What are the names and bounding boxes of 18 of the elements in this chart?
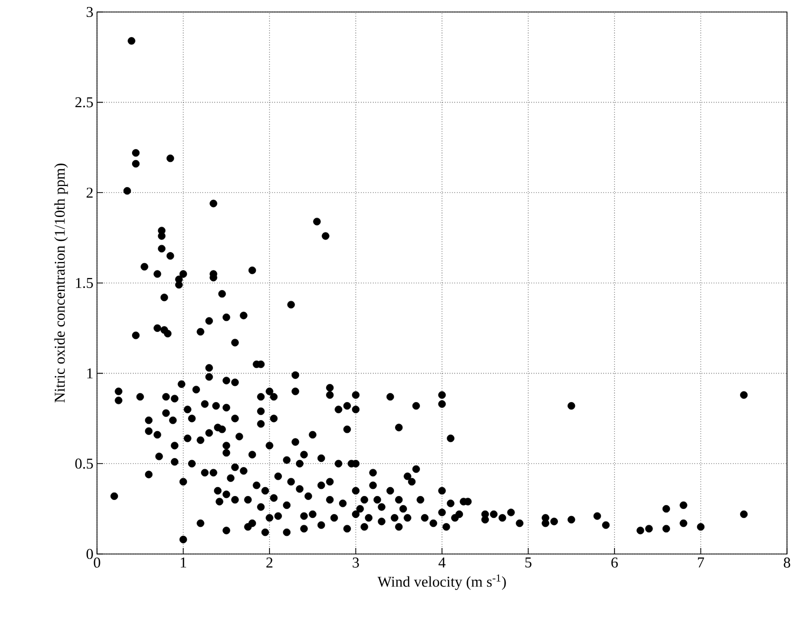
x-tick-label: 8 (784, 558, 790, 568)
x-tick-label: 4 (438, 558, 446, 568)
x-tick-label: 1 (180, 558, 186, 568)
x-tick-label: 7 (698, 558, 704, 568)
x-axis-title: Wind velocity (m s$^{-1}$) (378, 574, 506, 590)
y-tick-label: 1 (87, 368, 93, 378)
y-tick-label: 2.5 (75, 97, 93, 108)
y-tick-label: 2 (86, 188, 93, 198)
x-tick-label: 3 (352, 558, 359, 568)
x-tick-label: 5 (525, 558, 532, 568)
y-tick-label: 1.5 (76, 278, 93, 288)
y-axis-title: Nitric oxide concentration (1/10th ppm) (54, 164, 68, 403)
x-tick-label: 0 (94, 558, 100, 568)
y-tick-label: 0 (86, 548, 93, 560)
x-tick-label: 6 (611, 558, 618, 568)
y-tick-label: 3 (86, 6, 93, 18)
x-tick-label: 2 (266, 558, 272, 568)
y-tick-label: 0.5 (75, 458, 93, 469)
